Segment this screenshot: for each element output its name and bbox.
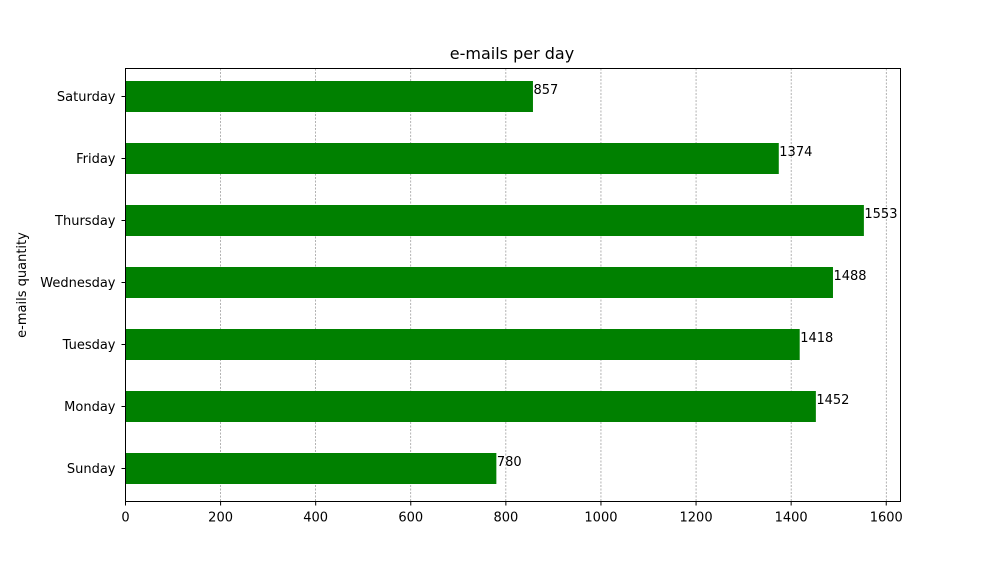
gridlines xyxy=(220,68,887,502)
y-tick-label-tuesday: Tuesday xyxy=(62,338,116,353)
bar-wednesday xyxy=(125,267,833,298)
y-tick-label-wednesday: Wednesday xyxy=(40,276,116,291)
x-tick-label-5: 1000 xyxy=(584,511,617,526)
bar-saturday xyxy=(125,81,533,112)
y-tick-label-friday: Friday xyxy=(76,152,116,167)
data-label-sunday: 780 xyxy=(497,455,522,470)
x-tick-label-3: 600 xyxy=(398,511,423,526)
x-tick-label-7: 1400 xyxy=(775,511,808,526)
data-label-saturday: 857 xyxy=(533,83,558,98)
bar-monday xyxy=(125,391,816,422)
bar-friday xyxy=(125,143,779,174)
data-label-friday: 1374 xyxy=(779,145,812,160)
x-tick-label-6: 1200 xyxy=(680,511,713,526)
chart-title: e-mails per day xyxy=(450,44,574,63)
bar-thursday xyxy=(125,205,864,236)
x-tick-label-0: 0 xyxy=(121,511,129,526)
data-label-wednesday: 1488 xyxy=(833,269,866,284)
bars xyxy=(125,81,864,484)
x-axis-ticks: 0 200 400 600 800 1000 1200 1400 1600 xyxy=(121,501,903,526)
data-label-tuesday: 1418 xyxy=(800,331,833,346)
data-label-thursday: 1553 xyxy=(864,207,897,222)
x-tick-label-1: 200 xyxy=(208,511,233,526)
y-tick-label-sunday: Sunday xyxy=(67,462,116,477)
plot-frame xyxy=(125,68,901,502)
bar-sunday xyxy=(125,453,497,484)
data-label-monday: 1452 xyxy=(816,393,849,408)
y-axis-label: e-mails quantity xyxy=(15,232,30,338)
y-tick-label-monday: Monday xyxy=(64,400,116,415)
x-tick-label-8: 1600 xyxy=(870,511,903,526)
bar-tuesday xyxy=(125,329,800,360)
x-tick-label-2: 400 xyxy=(303,511,328,526)
y-tick-label-saturday: Saturday xyxy=(57,90,116,105)
data-labels: 780 1452 1418 1488 1553 1374 857 xyxy=(497,83,898,470)
x-tick-label-4: 800 xyxy=(493,511,518,526)
y-tick-label-thursday: Thursday xyxy=(54,214,116,229)
y-axis-ticks: Sunday Monday Tuesday Wednesday Thursday Frid… xyxy=(40,90,126,477)
